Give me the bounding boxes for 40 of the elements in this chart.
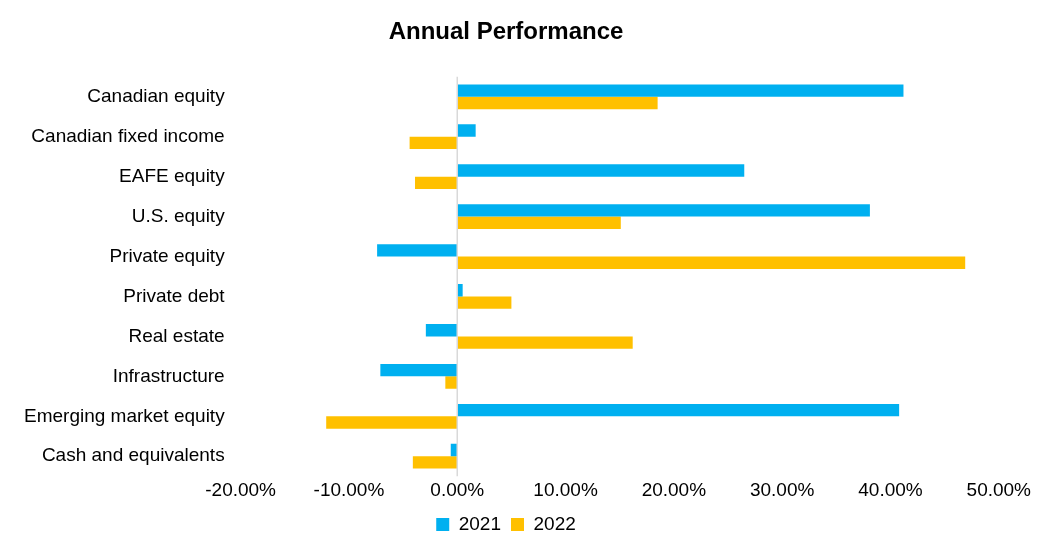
bar <box>457 296 512 309</box>
bar <box>457 164 745 177</box>
bar <box>326 416 458 429</box>
bar <box>457 216 621 229</box>
bar <box>425 324 458 337</box>
bar <box>377 244 458 257</box>
y-tick-label: Private equity <box>109 244 226 266</box>
y-tick-label: Canadian equity <box>87 85 226 106</box>
chart-title: Annual Performance <box>388 17 624 45</box>
bar <box>412 456 458 469</box>
y-tick-label: Infrastructure <box>112 364 225 386</box>
x-tick-label: 50.00% <box>966 478 1032 500</box>
bar <box>457 403 900 417</box>
bar <box>457 124 476 137</box>
x-tick-label: 30.00% <box>749 478 815 500</box>
bar <box>409 136 458 150</box>
bar <box>415 176 458 190</box>
bar <box>457 256 966 269</box>
x-tick-label: 40.00% <box>858 478 923 500</box>
legend-label: 2021 <box>458 512 502 534</box>
x-tick-label: -20.00% <box>205 478 277 500</box>
bar <box>445 376 458 389</box>
y-tick-label: EAFE equity <box>119 164 226 186</box>
x-tick-label: 0.00% <box>430 478 485 500</box>
y-tick-label: Emerging market equity <box>23 404 226 426</box>
y-tick-label: Real estate <box>128 324 225 346</box>
y-tick-label: Cash and equivalents <box>41 444 225 466</box>
bar <box>457 336 633 349</box>
x-tick-label: 10.00% <box>533 478 598 500</box>
bar <box>457 204 870 217</box>
legend-label: 2022 <box>533 512 576 534</box>
bar <box>457 84 904 97</box>
y-tick-label: Private debt <box>123 284 226 306</box>
y-tick-label: Canadian fixed income <box>31 124 225 146</box>
y-tick-label: U.S. equity <box>131 204 226 226</box>
bar <box>380 363 458 377</box>
bar <box>450 443 458 457</box>
x-tick-label: -10.00% <box>313 478 385 500</box>
x-tick-label: 20.00% <box>641 478 707 500</box>
bar <box>457 96 658 110</box>
